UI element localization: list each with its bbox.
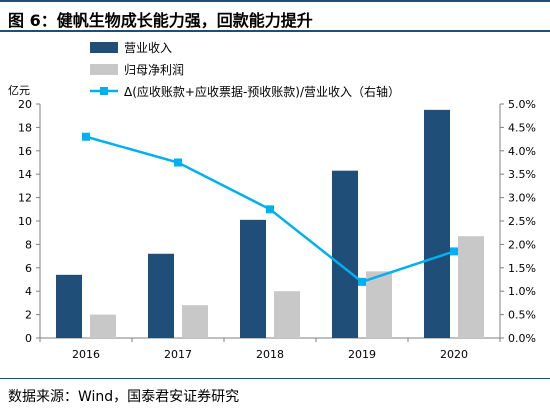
legend-swatch-revenue bbox=[90, 42, 118, 53]
y-right-tick-label: 2.5% bbox=[508, 215, 536, 228]
bar-revenue bbox=[240, 219, 266, 338]
y-right-tick-label: 1.0% bbox=[508, 285, 536, 298]
x-tick-label: 2016 bbox=[72, 348, 100, 361]
legend-label-ratio: Δ(应收账款+应收票据-预收账款)/营业收入（右轴） bbox=[124, 84, 400, 99]
y-left-tick-label: 10 bbox=[18, 215, 32, 228]
source-note: 数据来源：Wind，国泰君安证券研究 bbox=[8, 389, 240, 405]
y-left-tick-label: 12 bbox=[18, 192, 32, 205]
y-left-tick-label: 6 bbox=[25, 262, 32, 275]
y-right-tick-label: 4.5% bbox=[508, 121, 536, 134]
bar-revenue bbox=[148, 253, 174, 338]
x-tick-label: 2017 bbox=[164, 348, 192, 361]
bar-revenue bbox=[424, 109, 450, 338]
legend-marker-ratio bbox=[100, 87, 108, 95]
legend-label-net-profit: 归母净利润 bbox=[124, 63, 184, 77]
legend-label-revenue: 营业收入 bbox=[124, 41, 172, 55]
y-left-tick-label: 4 bbox=[25, 285, 32, 298]
bar-revenue bbox=[56, 274, 82, 338]
legend-swatch-net-profit bbox=[90, 64, 118, 75]
bar-net-profit bbox=[182, 305, 208, 338]
y-right-tick-label: 4.0% bbox=[508, 145, 536, 158]
x-tick-label: 2019 bbox=[348, 348, 376, 361]
chart-title: 图 6：健帆生物成长能力强，回款能力提升 bbox=[8, 11, 313, 30]
y-right-tick-label: 0.0% bbox=[508, 332, 536, 345]
y-right-tick-label: 5.0% bbox=[508, 98, 536, 111]
ratio-marker bbox=[450, 247, 458, 256]
bar-revenue bbox=[332, 170, 358, 338]
y-right-tick-label: 1.5% bbox=[508, 262, 536, 275]
ratio-marker bbox=[358, 277, 366, 286]
y-right-tick-label: 3.5% bbox=[508, 168, 536, 181]
ratio-marker bbox=[266, 205, 274, 214]
y-right-tick-label: 3.0% bbox=[508, 192, 536, 205]
y-left-unit: 亿元 bbox=[8, 84, 30, 97]
x-tick-label: 2018 bbox=[256, 348, 284, 361]
footer-divider bbox=[0, 378, 550, 379]
title-bar: 图 6：健帆生物成长能力强，回款能力提升 bbox=[0, 0, 550, 32]
bar-net-profit bbox=[274, 291, 300, 338]
y-left-tick-label: 16 bbox=[18, 145, 32, 158]
x-tick-label: 2020 bbox=[440, 348, 468, 361]
ratio-marker bbox=[174, 158, 182, 167]
bar-net-profit bbox=[366, 271, 392, 338]
y-left-tick-label: 14 bbox=[18, 168, 32, 181]
y-left-tick-label: 0 bbox=[25, 332, 32, 345]
y-left-tick-label: 20 bbox=[18, 98, 32, 111]
ratio-marker bbox=[82, 132, 90, 141]
y-right-tick-label: 0.5% bbox=[508, 309, 536, 322]
y-left-tick-label: 8 bbox=[25, 238, 32, 251]
y-right-tick-label: 2.0% bbox=[508, 238, 536, 251]
bar-net-profit bbox=[458, 236, 484, 338]
bar-net-profit bbox=[90, 314, 116, 338]
y-left-tick-label: 18 bbox=[18, 121, 32, 134]
y-left-tick-label: 2 bbox=[25, 309, 32, 322]
